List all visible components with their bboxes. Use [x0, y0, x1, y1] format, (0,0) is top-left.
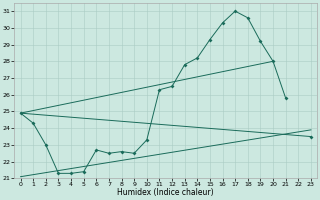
X-axis label: Humidex (Indice chaleur): Humidex (Indice chaleur) — [117, 188, 214, 197]
